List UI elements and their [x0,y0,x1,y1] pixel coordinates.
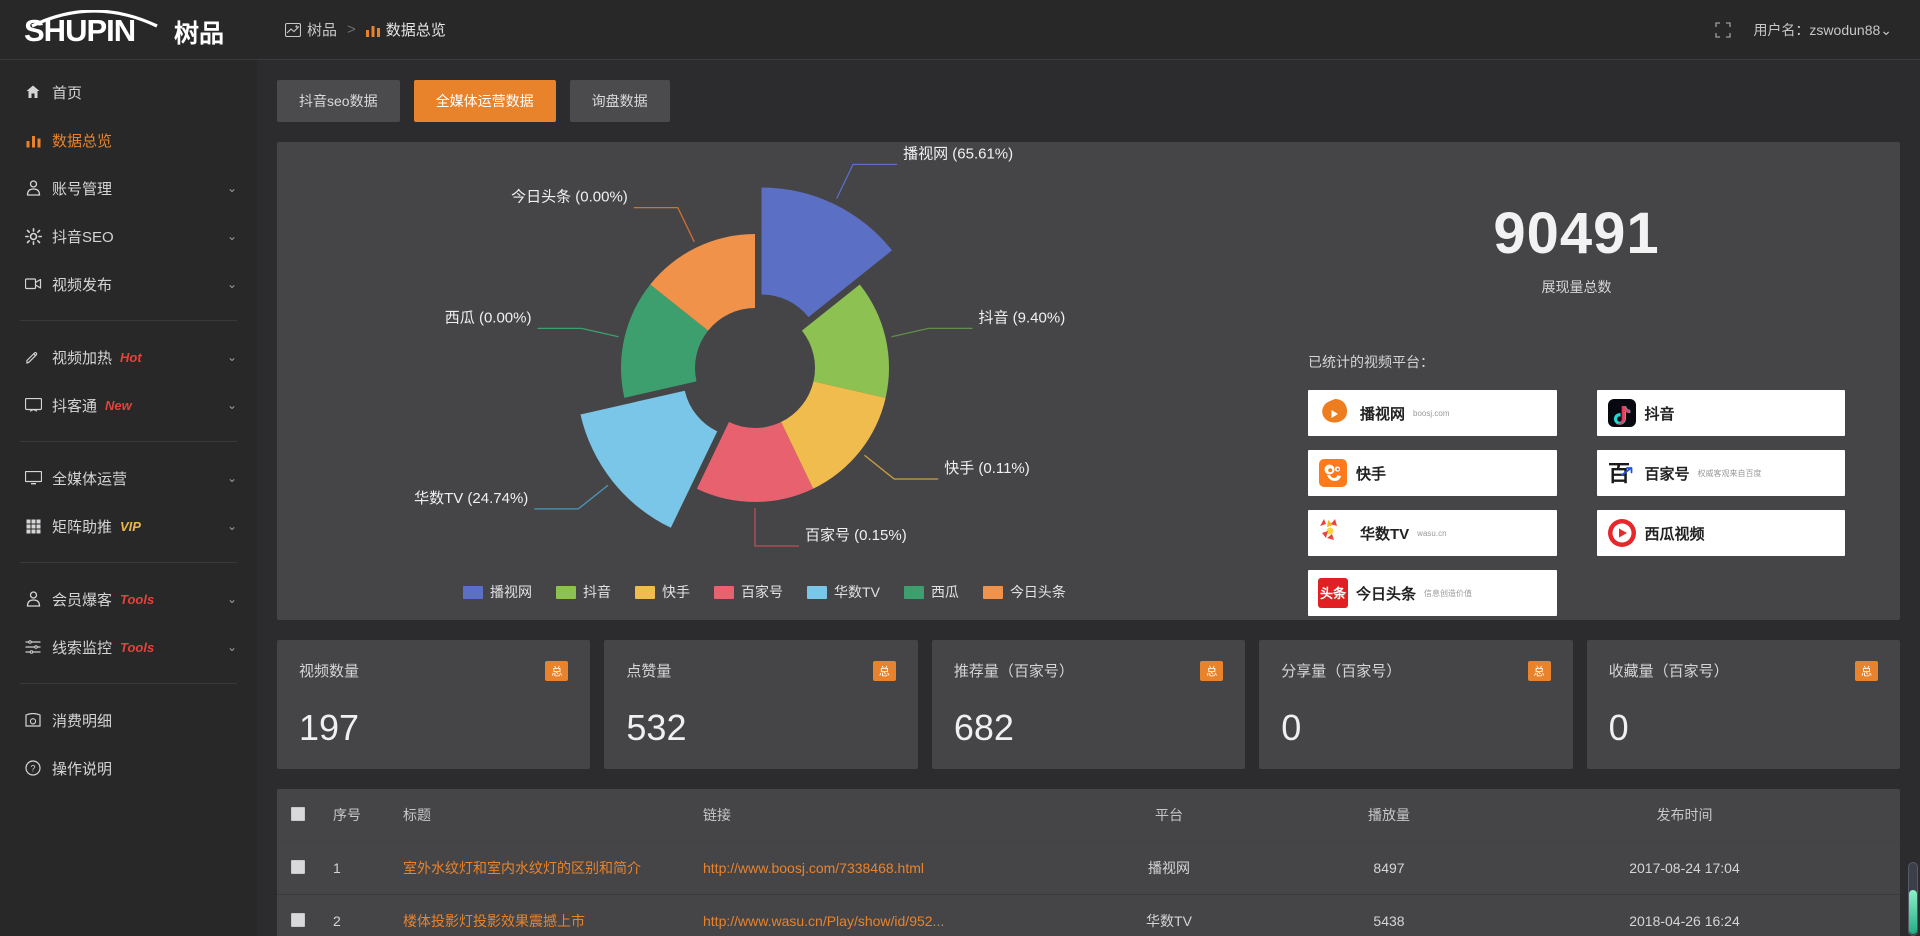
svg-text:百家号 (0.15%): 百家号 (0.15%) [805,527,907,544]
svg-text:播视网 (65.61%): 播视网 (65.61%) [903,145,1013,162]
svg-text:抖音 (9.40%): 抖音 (9.40%) [979,309,1066,326]
svg-text:快手 (0.11%): 快手 (0.11%) [944,460,1030,477]
svg-text:华数TV (24.74%): 华数TV (24.74%) [414,490,528,507]
svg-text:树品: 树品 [174,20,224,48]
svg-text:?: ? [30,764,35,774]
svg-text:百: 百 [1608,461,1630,486]
svg-text:今日头条 (0.00%): 今日头条 (0.00%) [511,189,628,206]
svg-text:头条: 头条 [1320,586,1347,601]
svg-text:SHUPIN: SHUPIN [24,13,135,48]
svg-text:西瓜 (0.00%): 西瓜 (0.00%) [445,309,532,326]
